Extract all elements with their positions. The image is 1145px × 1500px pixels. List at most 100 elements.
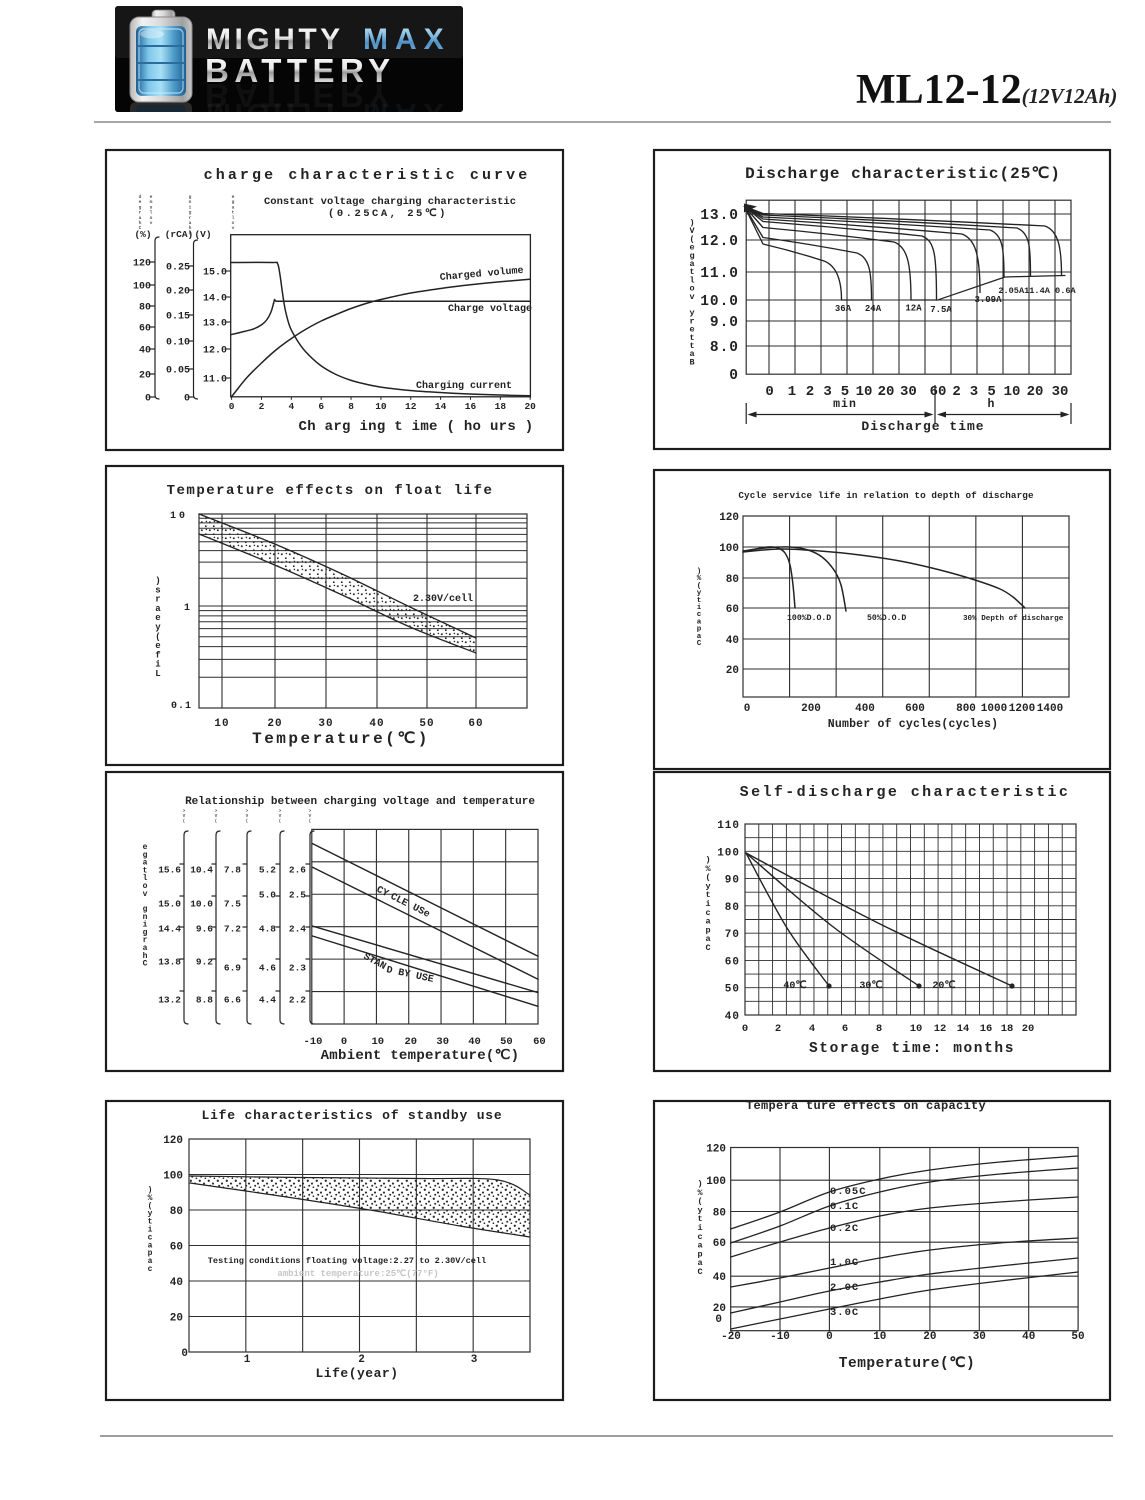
svg-text:20: 20 [713,1303,726,1315]
svg-text:C: C [697,1267,702,1277]
svg-text:11.0: 11.0 [203,375,227,386]
svg-text:30: 30 [973,1331,986,1343]
svg-text:e: e [139,200,142,205]
svg-text:6: 6 [842,1023,848,1035]
svg-text:2.30V/cell: 2.30V/cell [413,593,473,605]
svg-text:2.6: 2.6 [289,865,306,876]
svg-text:r: r [139,211,142,216]
svg-text:24A: 24A [865,304,882,314]
svg-text:y: y [697,590,702,598]
svg-text:Discharge time: Discharge time [861,419,984,434]
svg-text:c: c [697,1232,702,1242]
svg-text:y: y [697,1205,702,1215]
svg-text:0.25: 0.25 [166,263,190,274]
svg-text:30% Depth of discharge: 30% Depth of discharge [963,615,1064,623]
svg-text:9.0: 9.0 [710,315,739,331]
svg-text:800: 800 [956,703,976,715]
svg-text:l: l [689,275,694,285]
svg-text:0.2C: 0.2C [830,1223,859,1235]
svg-text:18: 18 [1001,1023,1014,1035]
svg-text:8: 8 [876,1023,882,1035]
svg-text:i: i [143,921,148,930]
svg-text:10: 10 [375,401,387,412]
svg-text:a: a [148,1241,153,1250]
svg-text:v: v [232,226,235,231]
svg-text:L: L [155,669,160,679]
svg-text:40: 40 [713,1272,726,1284]
svg-text:V: V [215,814,218,819]
svg-text:Ch arg ing t ime ( ho urs ): Ch arg ing t ime ( ho urs ) [299,419,534,435]
svg-text:Life(year): Life(year) [315,1366,398,1381]
svg-text:a: a [232,205,235,210]
svg-text:BATTERY: BATTERY [205,52,396,89]
svg-text:80: 80 [139,303,151,314]
svg-text:-10: -10 [770,1331,790,1343]
svg-text:5.2: 5.2 [259,865,276,876]
svg-text:>: > [309,809,312,814]
svg-text:g: g [139,205,142,210]
svg-text:2.0C: 2.0C [830,1282,859,1294]
svg-text:80: 80 [713,1208,726,1220]
svg-text:t: t [689,333,694,343]
svg-text:12: 12 [405,401,417,412]
svg-text:1000: 1000 [981,703,1007,715]
svg-text:12.0: 12.0 [700,234,739,250]
svg-text:): ) [689,218,694,228]
svg-text:V: V [246,814,249,819]
svg-text:7.8: 7.8 [224,865,241,876]
svg-text:30: 30 [436,1036,449,1048]
svg-text:Tempera ture effects on capaci: Tempera ture effects on capacity [746,1099,986,1113]
svg-text:50: 50 [725,984,740,996]
svg-text:30: 30 [900,384,917,400]
svg-text:r: r [189,216,192,221]
svg-text:80: 80 [170,1206,183,1218]
svg-text:80: 80 [726,574,739,586]
svg-text:e: e [155,641,160,651]
svg-text:7.5A: 7.5A [930,305,952,315]
svg-text:%: % [705,864,711,874]
svg-text:(: ( [689,234,694,244]
svg-text:4: 4 [288,401,294,412]
svg-text:d: d [139,194,142,200]
svg-text:(: ( [183,819,186,824]
svg-text:12.0: 12.0 [203,346,227,357]
svg-text:a: a [705,934,710,944]
svg-text:(: ( [215,819,218,824]
svg-text:7.2: 7.2 [224,924,241,935]
svg-text:20: 20 [1027,384,1044,400]
svg-text:-20: -20 [721,1331,741,1343]
svg-text:a: a [155,604,161,614]
svg-text:(: ( [309,819,312,824]
svg-text:e: e [150,195,153,200]
svg-text:Temperature(℃): Temperature(℃) [839,1355,975,1372]
svg-text:20: 20 [524,401,536,412]
svg-text:g: g [143,928,148,937]
svg-text:Constant voltage charging char: Constant voltage charging characteristic [264,196,516,208]
svg-text:n: n [189,200,192,205]
svg-text:): ) [697,568,702,576]
svg-text:120: 120 [133,259,151,270]
svg-text:3: 3 [970,384,978,400]
svg-text:(: ( [279,819,282,824]
svg-text:t: t [697,1214,702,1224]
svg-text:4: 4 [809,1023,815,1035]
svg-text:2: 2 [775,1023,781,1035]
svg-text:15.6: 15.6 [158,865,181,876]
svg-text:2.2: 2.2 [289,995,306,1006]
svg-text:Discharge characteristic(25℃): Discharge characteristic(25℃) [745,165,1061,183]
svg-text:CY: CY [374,885,390,900]
svg-text:t: t [689,341,694,351]
svg-text:14.4: 14.4 [158,924,181,935]
svg-text:20℃: 20℃ [932,980,955,992]
svg-text:100: 100 [706,1176,726,1188]
svg-text:BATTERY: BATTERY [205,77,396,114]
svg-text:v: v [150,221,153,226]
svg-text:13.2: 13.2 [158,995,181,1006]
svg-text:(: ( [155,632,160,642]
svg-text:c: c [705,908,710,918]
svg-text:Ambient temperature(℃): Ambient temperature(℃) [321,1048,520,1064]
svg-text:2.5: 2.5 [289,890,306,901]
svg-text:t: t [232,210,235,216]
svg-text:c: c [148,1233,153,1242]
svg-text:10.4: 10.4 [190,865,213,876]
